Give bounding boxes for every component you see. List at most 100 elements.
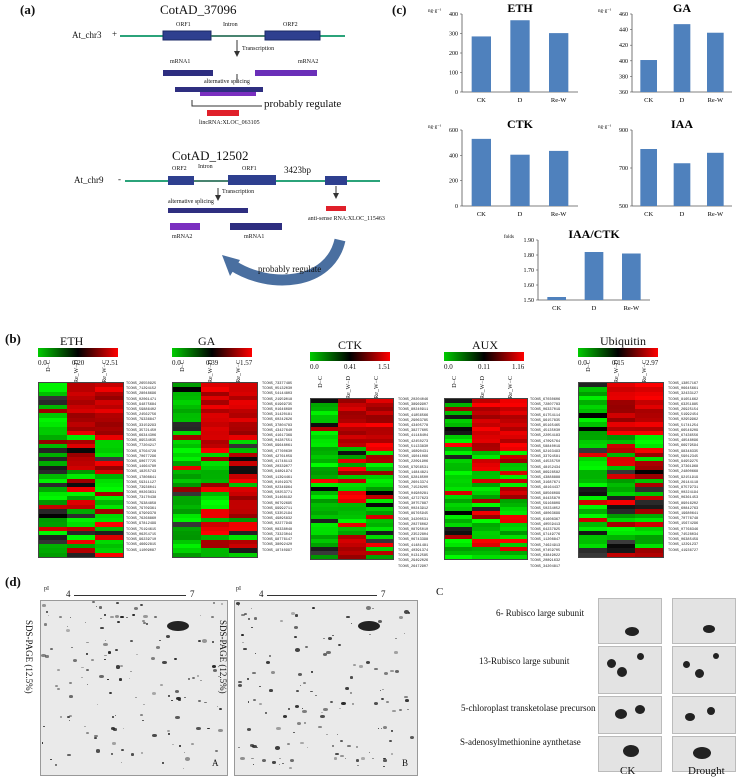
gene1-orf2: ORF2 [283,22,298,28]
gel-a-range-arrow [74,595,186,596]
gene2-bp: 3423bp [284,165,311,175]
crop-drought-4 [672,736,736,772]
gene2-orf1: ORF1 [242,166,257,172]
hormone-bar-charts: ETH ng·g⁻¹ 0 100 200 300 400 CK D Re-W GA ng·g⁻¹ 360… [428,1,732,312]
x-tick-label: D [518,211,523,218]
drought-label: Drought [688,765,725,777]
y-tick-label: 1.80 [524,253,535,259]
legend-value: 0.0 [38,359,47,367]
crop-ck-1 [598,598,662,644]
x-tick-label: D [518,97,523,104]
gene-id-list: TCONS_73377485 TCONS_05132030 TCONS_5414… [262,382,293,553]
gene-id-list: TCONS_13857167 TCONS_06645661 TCONS_3243… [668,382,699,553]
y-tick-label: 200 [449,179,458,185]
gene2-antisense: anti-sense RNA:XLOC_115463 [308,216,385,222]
gene1-mrna1: mRNA1 [170,59,191,65]
gel-a-range-right: 7 [190,589,195,599]
legend-value: 0.41 [344,363,357,371]
gene1-splicing: alternative splicing [204,79,250,85]
legend-gradient [172,348,252,357]
x-tick-label: D [680,97,685,104]
heatmap-column-label: Re_W−D [480,376,486,400]
chart-title: GA [673,1,691,15]
crop-drought-3 [672,696,736,734]
legend-value: 1.51 [378,363,391,371]
heatmap-column-label: Re_W−D [208,360,214,384]
gene2-title: CotAD_12502 [172,148,249,163]
legend-gradient [444,352,524,361]
bar-Re-W [622,253,641,300]
gel-b-label: B [402,758,409,768]
heatmap-column-label: Re_W−C [642,360,648,383]
protein-label-3: 5-chloroplast transketolase precurson [461,703,596,713]
legend-value: 0.0 [444,363,453,371]
gel-b [234,600,418,776]
x-tick-label: CK [477,211,486,218]
gel-b-pi-label: pI [236,586,241,592]
crop-ck-4 [598,736,662,772]
legend-value: 0.20 [72,359,85,367]
x-tick-label: Re-W [551,211,567,218]
chart-unit: ng·g⁻¹ [598,8,612,14]
heatmap-column-label: Re_W−D [346,376,352,400]
y-tick-label: 1.50 [524,298,535,304]
legend-value: 0.39 [206,359,219,367]
gene-id-list: TCONS_26550925 TCONS_71294152 TCONS_2804… [126,382,157,553]
panel-c-sub-letter: C [436,586,444,598]
heatmap-grid [444,398,528,560]
protein-label-2: 13-Rubisco large subunit [479,656,570,666]
chart-1: GA ng·g⁻¹ 360 380 400 420 440 460 CK D Re-W [598,1,732,104]
gene-id-list: TCONS_67030606 TCONS_72807783 TCONS_0633… [530,398,561,569]
bar-CK [471,36,491,92]
x-tick-label: Re-W [708,211,724,218]
heatmap-column-label: D−C [180,360,186,372]
y-tick-label: 1.70 [524,268,535,274]
panel-letter-d: (d) [5,574,21,589]
panel-letter-b: (b) [5,331,21,346]
x-tick-label: Re-W [551,97,567,104]
y-tick-label: 420 [619,43,628,49]
bar-CK [547,297,566,300]
y-tick-label: 460 [619,12,628,18]
gene-id-list: TCONS_20204046 TCONS_38969907 TCONS_8024… [398,398,429,569]
gene1-regulate: probably regulate [264,98,342,110]
bar-D [510,20,530,93]
gel-b-yaxis: SDS-PAGE (12.5%) [218,620,228,694]
gene1-orf1: ORF1 [176,22,191,28]
gene2-intron: Intron [198,164,213,170]
y-tick-label: 0 [455,204,458,210]
gene1-intron: Intron [223,22,238,28]
heatmap-grid [38,382,124,558]
y-tick-label: 900 [619,128,628,134]
heatmap-grid [310,398,394,560]
crop-ck-2 [598,646,662,694]
gel-b-range-left: 4 [259,589,264,599]
bar-D [510,154,530,206]
protein-label-1: 6- Rubisco large subunit [496,608,585,618]
bar-Re-W [549,33,569,92]
chart-title: ETH [507,1,533,15]
legend-value: 0.15 [612,359,625,367]
legend-value: 2.97 [646,359,659,367]
gel-a-range-left: 4 [66,589,71,599]
panel-letter-a: (a) [20,2,36,17]
legend-value: 1.57 [240,359,253,367]
heatmap-column-label: Re_W−C [374,376,380,399]
heatmap-grid [578,382,664,558]
chart-unit: ng·g⁻¹ [598,124,612,130]
y-tick-label: 400 [619,59,628,65]
heatmap-column-label: Re_W−D [74,360,80,384]
gene1-lncrna: lincRNA:XLOC_063105 [199,120,260,126]
gene2-mrna2: mRNA2 [172,234,193,240]
y-tick-label: 440 [619,28,628,34]
heatmap-title: GA [198,334,216,348]
gene2-strand: - [118,174,121,184]
chart-title: IAA/CTK [568,227,620,241]
legend-value: 0.0 [172,359,181,367]
gene2-chr: At_chr9 [74,175,104,185]
heatmap-column-label: Re_W−C [102,360,108,383]
gene2-transcription: Transcription [222,189,255,195]
gel-a-yaxis: SDS-PAGE (12.5%) [24,620,34,694]
heatmap-column-label: D−C [318,376,324,388]
chart-unit: ng·g⁻¹ [428,124,442,130]
